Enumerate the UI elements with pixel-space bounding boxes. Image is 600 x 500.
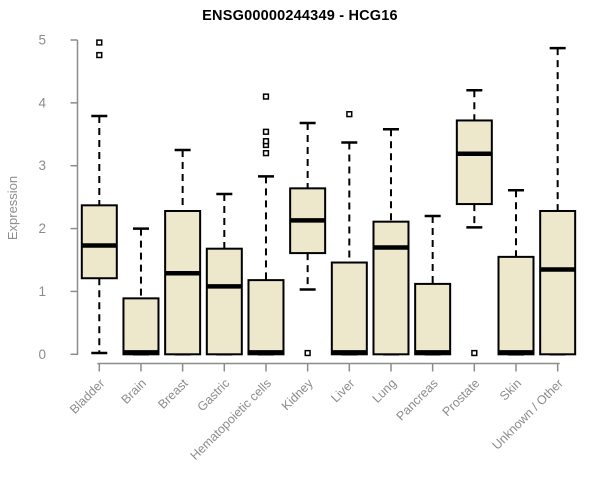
box-prostate	[455, 119, 493, 206]
x-tick-label-pancreas: Pancreas	[394, 376, 441, 423]
box-hematopoietic-cells	[247, 279, 285, 356]
x-tick-label-unknown-other: Unknown / Other	[490, 376, 566, 452]
outlier-hematopoietic-cells	[262, 149, 270, 157]
outlier-liver	[346, 111, 353, 118]
box-pancreas	[414, 282, 452, 356]
y-tick-label: 0	[38, 347, 46, 362]
box-unknown-other	[539, 209, 577, 356]
outlier-kidney	[304, 349, 311, 357]
y-tick-label: 5	[38, 33, 46, 48]
outlier-hematopoietic-cells	[262, 93, 270, 100]
box-lung	[372, 220, 410, 356]
x-tick-label-liver: Liver	[328, 376, 357, 405]
y-tick-label: 1	[38, 284, 46, 299]
box-breast	[164, 209, 202, 356]
y-tick-label: 2	[38, 221, 46, 236]
y-tick-label: 3	[38, 158, 46, 173]
x-tick-label-bladder: Bladder	[67, 376, 107, 416]
outlier-hematopoietic-cells	[262, 128, 270, 135]
box-bladder	[80, 204, 118, 280]
box-brain	[122, 297, 160, 356]
box-liver	[330, 261, 368, 356]
x-tick-label-prostate: Prostate	[440, 376, 483, 419]
chart-title: ENSG00000244349 - HCG16	[202, 8, 398, 24]
outlier-prostate	[471, 349, 478, 357]
box-gastric	[205, 247, 243, 356]
box-skin	[497, 255, 535, 356]
x-tick-label-skin: Skin	[497, 376, 524, 403]
x-tick-label-lung: Lung	[370, 376, 400, 406]
outlier-hematopoietic-cells	[262, 138, 270, 145]
x-tick-label-gastric: Gastric	[195, 376, 233, 414]
outlier-bladder	[96, 39, 103, 46]
y-tick-label: 4	[38, 95, 46, 110]
x-tick-label-kidney: Kidney	[279, 376, 316, 413]
outlier-bladder	[96, 51, 103, 59]
x-tick-label-brain: Brain	[119, 376, 150, 407]
x-tick-label-hematopoietic-cells: Hematopoietic cells	[188, 376, 275, 463]
x-tick-label-breast: Breast	[155, 376, 191, 412]
